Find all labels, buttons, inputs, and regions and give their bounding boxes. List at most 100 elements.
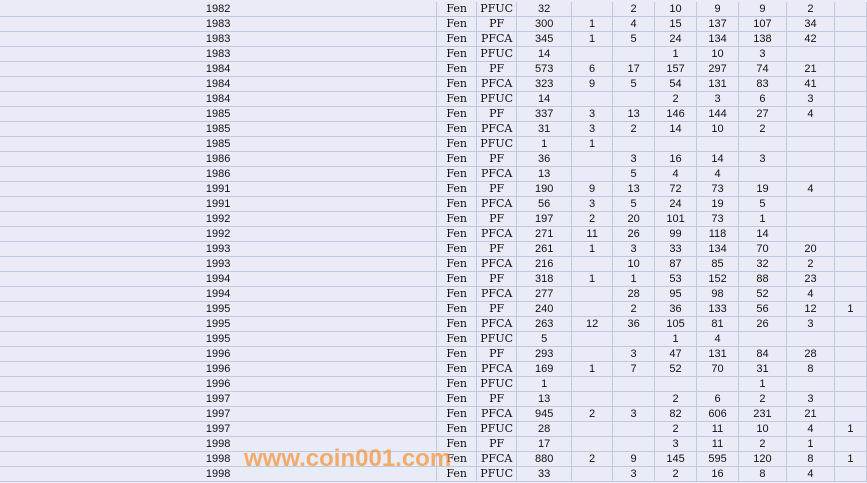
cell-c3[interactable]: 101 (654, 211, 698, 227)
cell-c3[interactable]: 146 (654, 106, 698, 122)
cell-total[interactable]: 1 (516, 136, 573, 152)
cell-c7[interactable] (834, 61, 867, 77)
cell-total[interactable]: 32 (516, 2, 573, 17)
cell-c2[interactable]: 3 (612, 241, 656, 257)
cell-type[interactable]: PF (476, 16, 518, 32)
cell-c3[interactable] (654, 136, 698, 152)
cell-type[interactable]: PF (476, 346, 518, 362)
cell-c5[interactable]: 231 (738, 406, 787, 422)
cell-c2[interactable]: 5 (612, 196, 656, 212)
cell-total[interactable]: 56 (516, 196, 573, 212)
cell-c6[interactable]: 4 (786, 106, 835, 122)
cell-c1[interactable]: 12 (571, 316, 614, 332)
cell-source[interactable]: Fen (436, 16, 478, 32)
cell-c3[interactable]: 47 (654, 346, 698, 362)
cell-type[interactable]: PFUC (476, 466, 518, 482)
cell-year[interactable]: 1992 (0, 226, 438, 242)
cell-total[interactable]: 31 (516, 121, 573, 137)
cell-c1[interactable] (571, 286, 614, 302)
cell-total[interactable]: 36 (516, 151, 573, 167)
cell-c5[interactable]: 74 (738, 61, 787, 77)
cell-total[interactable]: 14 (516, 46, 573, 62)
cell-c4[interactable]: 16 (696, 466, 739, 482)
cell-c5[interactable]: 5 (738, 196, 787, 212)
cell-type[interactable]: PF (476, 211, 518, 227)
cell-c4[interactable]: 11 (696, 436, 739, 452)
cell-source[interactable]: Fen (436, 421, 478, 437)
cell-c1[interactable] (571, 91, 614, 107)
cell-c4[interactable]: 118 (696, 226, 739, 242)
cell-c6[interactable] (786, 46, 835, 62)
cell-c5[interactable]: 52 (738, 286, 787, 302)
cell-c7[interactable] (834, 406, 867, 422)
cell-c5[interactable] (738, 166, 787, 182)
cell-total[interactable]: 263 (516, 316, 573, 332)
cell-source[interactable]: Fen (436, 286, 478, 302)
cell-c1[interactable]: 1 (571, 31, 614, 47)
cell-type[interactable]: PFUC (476, 421, 518, 437)
cell-year[interactable]: 1983 (0, 31, 438, 47)
cell-c1[interactable]: 9 (571, 181, 614, 197)
cell-c4[interactable]: 70 (696, 361, 739, 377)
cell-c7[interactable] (834, 46, 867, 62)
cell-type[interactable]: PFCA (476, 406, 518, 422)
cell-c2[interactable] (612, 91, 656, 107)
cell-year[interactable]: 1991 (0, 181, 438, 197)
cell-c6[interactable]: 21 (786, 61, 835, 77)
cell-c7[interactable] (834, 256, 867, 272)
cell-source[interactable]: Fen (436, 136, 478, 152)
cell-c7[interactable] (834, 166, 867, 182)
cell-source[interactable]: Fen (436, 241, 478, 257)
cell-source[interactable]: Fen (436, 361, 478, 377)
cell-c7[interactable] (834, 226, 867, 242)
cell-total[interactable]: 1 (516, 376, 573, 392)
cell-c1[interactable]: 3 (571, 121, 614, 137)
cell-c7[interactable]: 1 (834, 421, 867, 437)
cell-c5[interactable]: 2 (738, 436, 787, 452)
cell-type[interactable]: PFUC (476, 136, 518, 152)
cell-year[interactable]: 1993 (0, 241, 438, 257)
cell-c2[interactable]: 5 (612, 166, 656, 182)
cell-c5[interactable]: 1 (738, 376, 787, 392)
cell-c3[interactable]: 145 (654, 451, 698, 467)
cell-total[interactable]: 17 (516, 436, 573, 452)
cell-c6[interactable] (786, 151, 835, 167)
cell-c7[interactable] (834, 121, 867, 137)
cell-c5[interactable]: 3 (738, 151, 787, 167)
cell-c7[interactable] (834, 181, 867, 197)
cell-c2[interactable]: 1 (612, 271, 656, 287)
cell-c3[interactable]: 24 (654, 31, 698, 47)
cell-c1[interactable] (571, 466, 614, 482)
cell-c5[interactable]: 2 (738, 121, 787, 137)
cell-c4[interactable] (696, 376, 739, 392)
cell-total[interactable]: 216 (516, 256, 573, 272)
cell-year[interactable]: 1986 (0, 151, 438, 167)
cell-c4[interactable]: 73 (696, 211, 739, 227)
cell-c4[interactable]: 133 (696, 301, 739, 317)
cell-c4[interactable]: 9 (696, 2, 739, 17)
cell-total[interactable]: 318 (516, 271, 573, 287)
cell-year[interactable]: 1997 (0, 421, 438, 437)
cell-c5[interactable]: 14 (738, 226, 787, 242)
cell-c1[interactable] (571, 46, 614, 62)
cell-source[interactable]: Fen (436, 106, 478, 122)
cell-year[interactable]: 1986 (0, 166, 438, 182)
cell-c1[interactable] (571, 436, 614, 452)
cell-type[interactable]: PFUC (476, 91, 518, 107)
cell-year[interactable]: 1985 (0, 106, 438, 122)
cell-c3[interactable]: 14 (654, 121, 698, 137)
cell-c3[interactable]: 2 (654, 421, 698, 437)
cell-c5[interactable]: 56 (738, 301, 787, 317)
cell-source[interactable]: Fen (436, 91, 478, 107)
cell-c2[interactable] (612, 391, 656, 407)
cell-type[interactable]: PFUC (476, 376, 518, 392)
cell-source[interactable]: Fen (436, 2, 478, 17)
cell-c3[interactable]: 157 (654, 61, 698, 77)
cell-c6[interactable] (786, 376, 835, 392)
cell-c6[interactable] (786, 136, 835, 152)
cell-source[interactable]: Fen (436, 166, 478, 182)
cell-c4[interactable]: 131 (696, 346, 739, 362)
cell-c3[interactable]: 15 (654, 16, 698, 32)
cell-c6[interactable]: 1 (786, 436, 835, 452)
cell-source[interactable]: Fen (436, 271, 478, 287)
